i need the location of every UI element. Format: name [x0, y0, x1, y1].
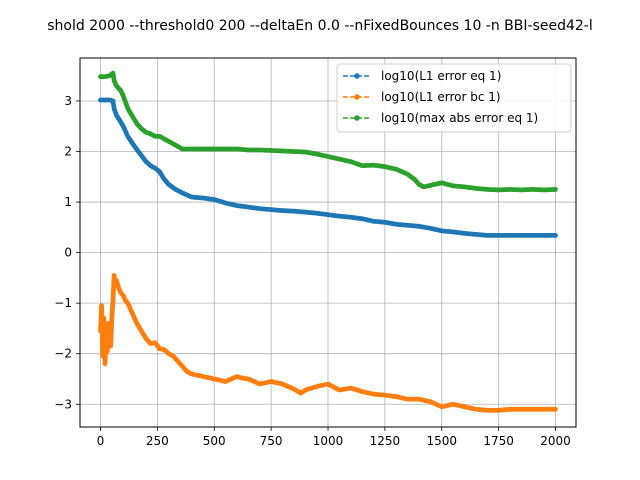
x-tick-label: 250	[146, 434, 169, 448]
series-layer	[98, 70, 558, 413]
legend-label: log10(L1 error eq 1)	[381, 69, 501, 83]
series-point	[553, 233, 558, 238]
y-tick-label: −2	[54, 347, 72, 361]
y-tick-label: 0	[64, 246, 72, 260]
legend-label: log10(max abs error eq 1)	[381, 111, 538, 125]
x-tick-label: 1500	[426, 434, 457, 448]
legend-swatch-marker	[354, 115, 360, 121]
x-tick-label: 1250	[370, 434, 401, 448]
series-1	[98, 97, 558, 238]
x-tick-label: 500	[203, 434, 226, 448]
ticks: 0 250 500 750 1000 1250 1500 1750 2000 −3 −2 −1 0 1 2 3	[54, 94, 570, 448]
series-3	[98, 70, 558, 193]
y-tick-label: 1	[64, 195, 72, 209]
series-point	[553, 187, 558, 192]
legend-box	[336, 63, 572, 133]
y-tick-label: −3	[54, 397, 72, 411]
y-tick-label: 2	[64, 145, 72, 159]
x-tick-label: 1750	[483, 434, 514, 448]
legend: log10(L1 error eq 1) log10(L1 error bc 1)…	[336, 63, 572, 133]
x-tick-label: 2000	[540, 434, 571, 448]
series-2	[98, 273, 558, 413]
x-tick-label: 1000	[313, 434, 344, 448]
chart-title: shold 2000 --threshold0 200 --deltaEn 0.…	[47, 18, 592, 34]
legend-label: log10(L1 error bc 1)	[381, 90, 501, 104]
x-tick-label: 0	[97, 434, 105, 448]
series-point	[553, 406, 558, 412]
legend-swatch-marker	[354, 73, 360, 79]
legend-swatch-marker	[354, 94, 360, 100]
y-tick-label: 3	[64, 94, 72, 108]
y-tick-label: −1	[54, 296, 72, 310]
x-tick-label: 750	[260, 434, 283, 448]
